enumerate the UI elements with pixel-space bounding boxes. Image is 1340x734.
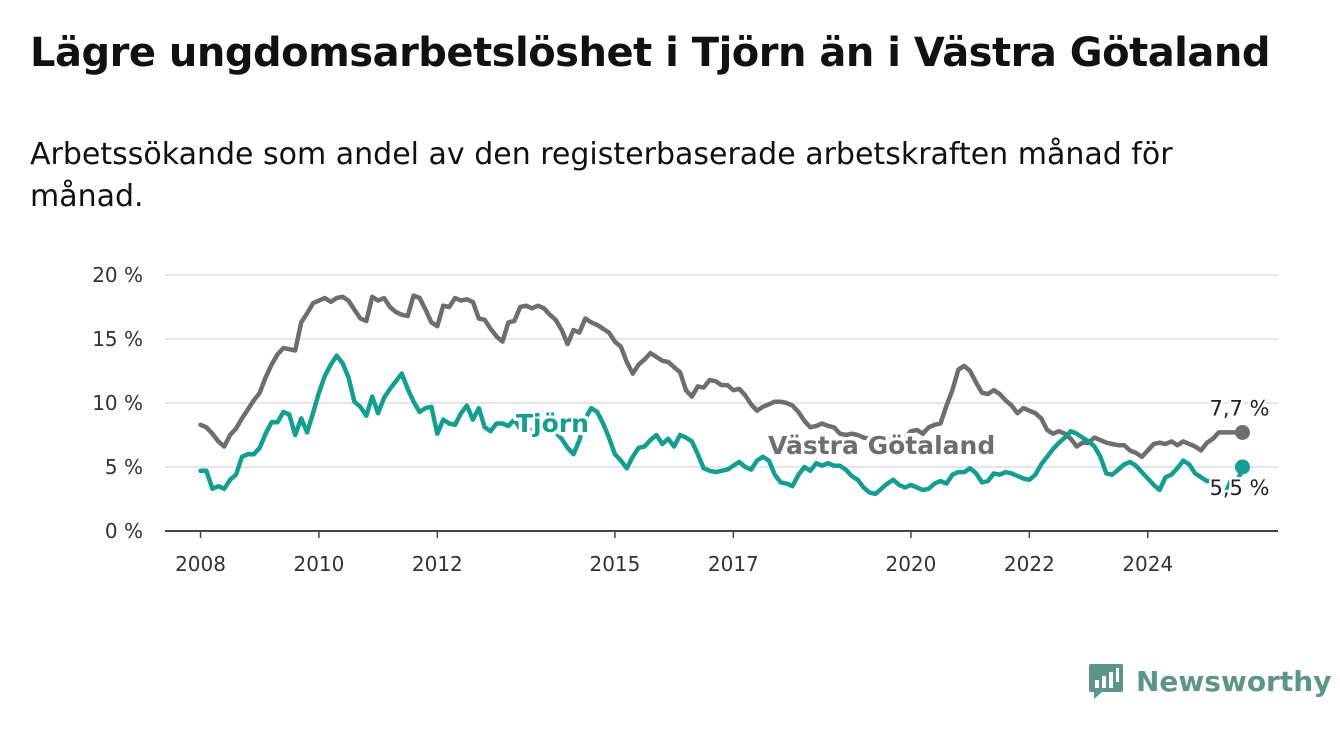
x-tick-label: 2017	[708, 552, 759, 576]
x-tick-label: 2015	[589, 552, 640, 576]
x-tick-label: 2012	[412, 552, 463, 576]
y-tick-label: 0 %	[105, 519, 143, 543]
y-tick-label: 5 %	[105, 455, 143, 479]
series-lines	[198, 293, 1250, 498]
vastra-gotaland-label: Västra Götaland	[768, 431, 995, 460]
bar-chart-icon	[1089, 664, 1123, 699]
line-chart: 0 %5 %10 %15 %20 % 2008 2010 2012 2015 2017 2…	[92, 263, 1278, 576]
newsworthy-logo: Newsworthy	[1088, 660, 1331, 702]
vastra-gotaland-line	[198, 293, 1245, 460]
tjorn-end-label: 5,5 %	[1209, 476, 1269, 500]
tjorn-line	[198, 353, 1245, 498]
x-tick-label: 2020	[885, 552, 936, 576]
chart-grid	[165, 274, 1278, 532]
vastra-end-point	[1234, 424, 1250, 440]
page-subtitle: Arbetssökande som andel av den registerb…	[30, 137, 1173, 214]
vastra-end-label: 7,7 %	[1209, 396, 1269, 420]
brand-name: Newsworthy	[1136, 664, 1332, 698]
page-title: Lägre ungdomsarbetslöshet i Tjörn än i V…	[30, 30, 1271, 76]
tjorn-label: Tjörn	[516, 409, 589, 438]
x-axis-ticks: 2008 2010 2012 2015 2017 2020 2022 2024	[175, 531, 1173, 576]
y-tick-label: 10 %	[92, 391, 143, 415]
x-tick-label: 2024	[1122, 552, 1173, 576]
y-axis-ticks: 0 % 5 % 10 % 15 % 20 %	[92, 263, 143, 543]
y-tick-label: 15 %	[92, 327, 143, 351]
y-tick-label: 20 %	[92, 263, 143, 287]
x-tick-label: 2008	[175, 552, 226, 576]
tjorn-end-point	[1234, 459, 1250, 475]
x-tick-label: 2022	[1004, 552, 1055, 576]
series-labels: Tjörn Västra Götaland 7,7 % 5,5 %	[513, 394, 1273, 503]
x-tick-label: 2010	[293, 552, 344, 576]
